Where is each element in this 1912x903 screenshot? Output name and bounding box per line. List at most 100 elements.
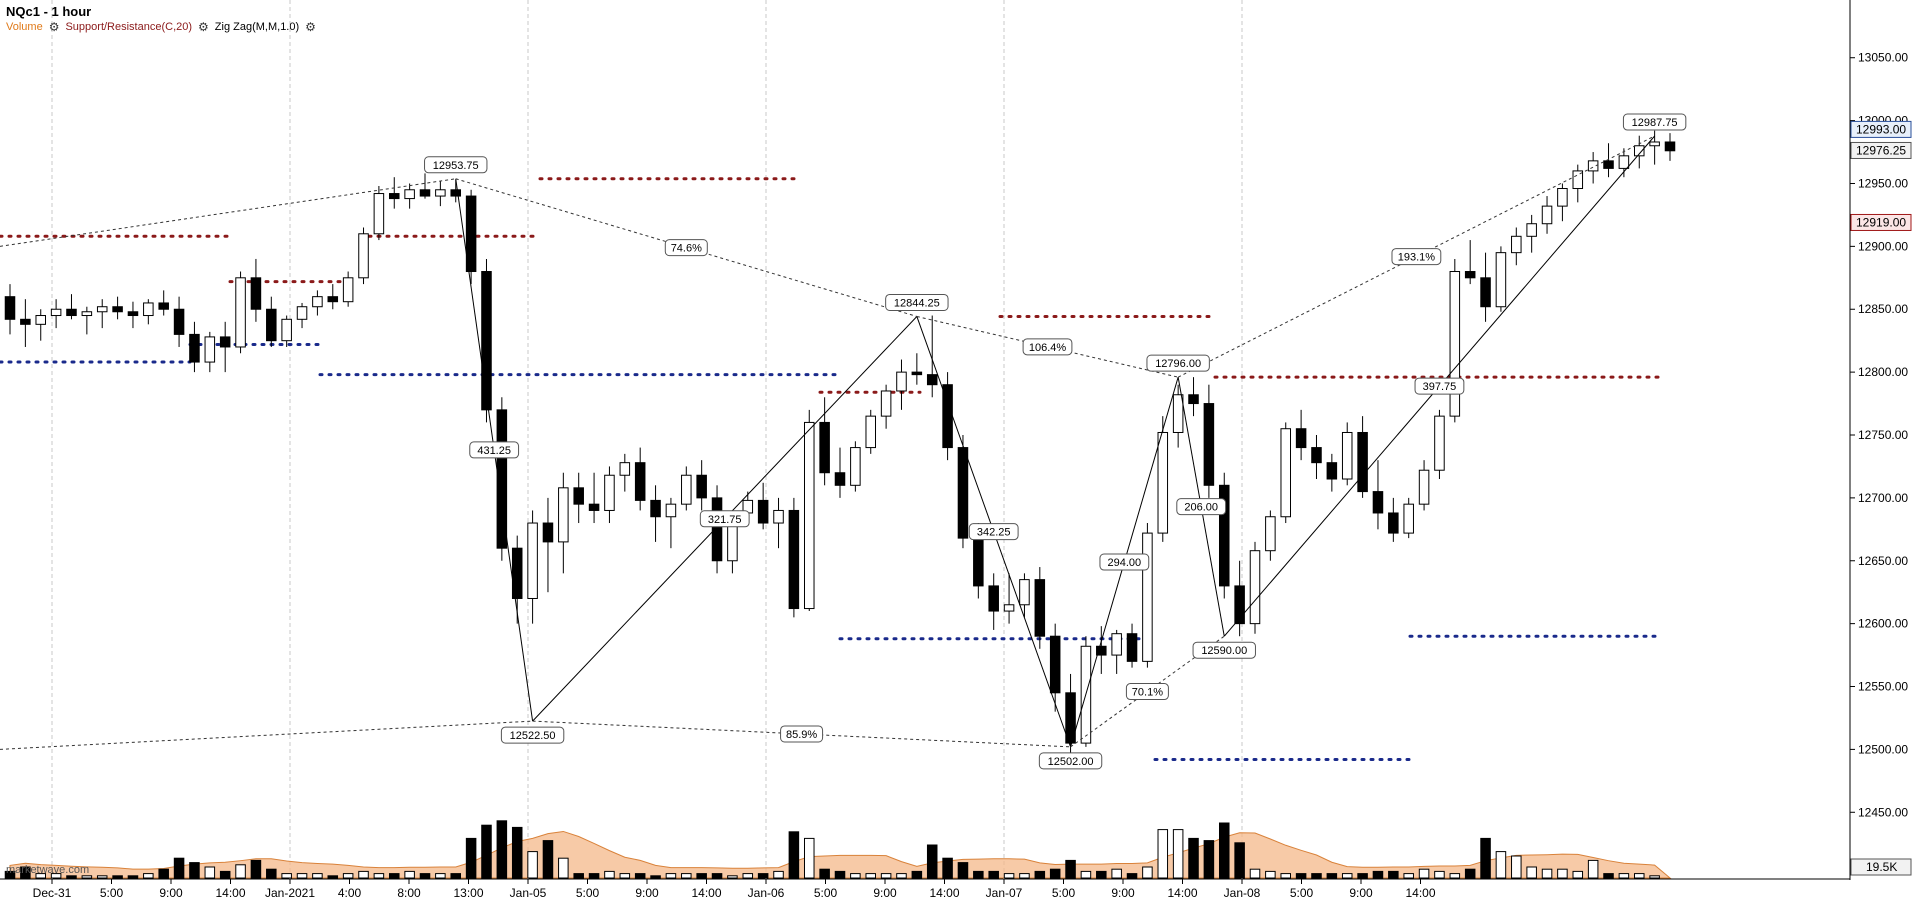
volume-bar [450, 873, 462, 879]
price-tag [1850, 141, 1912, 159]
volume-bar [711, 873, 723, 879]
candle-body [266, 308, 277, 342]
candle-body [911, 371, 923, 376]
x-tick-label: 14:00 [929, 886, 959, 900]
x-tick-label: 14:00 [215, 886, 245, 900]
volume-bar [312, 873, 323, 879]
candle-body [1019, 579, 1030, 606]
volume-bar [742, 873, 754, 879]
ratio-label-box [1022, 338, 1073, 356]
x-tick-label: 14:00 [1167, 886, 1197, 900]
candle-body [957, 447, 969, 539]
swing-size-label: 431.25 [477, 445, 511, 457]
zigzag-value-label: 12844.25 [894, 297, 940, 309]
candle-body [634, 462, 646, 501]
y-tick-label: 12550.00 [1858, 680, 1908, 694]
volume-bar [250, 859, 262, 879]
candle-body [1372, 491, 1384, 514]
volume-bar [1065, 859, 1076, 879]
volume-bar [358, 870, 369, 879]
volume-bar [573, 873, 584, 879]
volume-bar [219, 870, 231, 879]
y-tick-label: 12950.00 [1858, 176, 1908, 190]
swing-size-label-box [968, 523, 1019, 541]
candle-body [4, 296, 16, 320]
volume-bar [1434, 870, 1445, 879]
volume-average-area [9, 830, 1672, 879]
volume-bar [158, 868, 169, 879]
candle-body [1633, 145, 1645, 157]
volume-bar [727, 875, 738, 879]
candle-body [1649, 141, 1660, 147]
candle-body [619, 462, 631, 476]
volume-bar [1311, 873, 1322, 879]
x-tick-label: Dec-31 [33, 886, 72, 900]
volume-bar [1157, 829, 1169, 879]
y-tick-label: 12850.00 [1858, 302, 1908, 316]
candle-body [988, 585, 999, 612]
zigzag-value-label-box [1038, 752, 1103, 770]
zigzag-value-label: 12590.00 [1201, 645, 1247, 657]
volume-bar [281, 873, 292, 879]
swing-size-label: 397.75 [1423, 381, 1457, 393]
candle-body [711, 497, 723, 562]
y-tick-label: 12700.00 [1858, 491, 1908, 505]
candle-body [327, 296, 339, 303]
ratio-label-box [1391, 248, 1442, 266]
indicator-zigzag[interactable]: Zig Zag(M,M,1.0) [214, 21, 300, 33]
swing-size-label-box [699, 510, 750, 528]
x-tick-label: 5:00 [1290, 886, 1314, 900]
candle-body [1034, 579, 1046, 637]
volume-bar [419, 873, 431, 879]
volume-bar [1218, 822, 1230, 879]
volume-bar [1526, 866, 1537, 879]
candle-body [189, 333, 200, 363]
candle-body [1265, 516, 1276, 552]
indicator-volume[interactable]: Volume [6, 21, 43, 33]
gear-icon[interactable]: ⚙ [48, 20, 60, 34]
volume-bar [1265, 870, 1276, 879]
y-tick-label: 12500.00 [1858, 742, 1908, 756]
volume-bar [296, 873, 308, 879]
candle-body [819, 421, 830, 474]
swing-size-label-box [469, 441, 520, 459]
volume-bar [850, 873, 861, 879]
volume-bar [496, 820, 508, 879]
x-tick-label: 14:00 [1405, 886, 1435, 900]
candle-body [388, 193, 400, 200]
chart-title: NQc1 - 1 hour [6, 4, 92, 19]
volume-bar [1480, 837, 1491, 879]
gear-icon[interactable]: ⚙ [198, 20, 209, 34]
candle-body [1065, 692, 1076, 744]
ratio-label: 85.9% [786, 729, 817, 741]
watermark: marketwave.com [6, 864, 90, 876]
swing-size-label: 342.25 [977, 527, 1011, 539]
y-tick-label: 12900.00 [1858, 239, 1908, 253]
indicator-support-resistance[interactable]: Support/Resistance(C,20) [65, 21, 193, 33]
volume-tag [1850, 858, 1912, 876]
gear-icon[interactable]: ⚙ [305, 20, 316, 34]
candle-body [281, 318, 292, 342]
volume-bar [1188, 837, 1199, 879]
volume-bar [865, 873, 877, 879]
candle-body [773, 509, 784, 524]
x-tick-label: 5:00 [1052, 886, 1076, 900]
candle-body [788, 509, 800, 610]
candle-body [1464, 271, 1476, 279]
volume-bar [1388, 870, 1399, 879]
volume-bar [957, 862, 969, 879]
volume-bar [788, 831, 800, 879]
volume-bar [604, 870, 615, 879]
x-tick-label: 13:00 [453, 886, 483, 900]
zigzag-value-label-box [500, 726, 565, 744]
x-tick-label: Jan-08 [1224, 886, 1261, 900]
swing-size-label-box [1414, 377, 1465, 395]
candle-body [127, 311, 139, 317]
candle-body [1280, 428, 1292, 518]
candle-body [419, 189, 431, 197]
volume-bar [1096, 870, 1107, 879]
candle-body [1126, 633, 1138, 662]
volume-bar [1633, 873, 1645, 879]
candle-body [173, 308, 185, 335]
candle-body [665, 503, 677, 518]
